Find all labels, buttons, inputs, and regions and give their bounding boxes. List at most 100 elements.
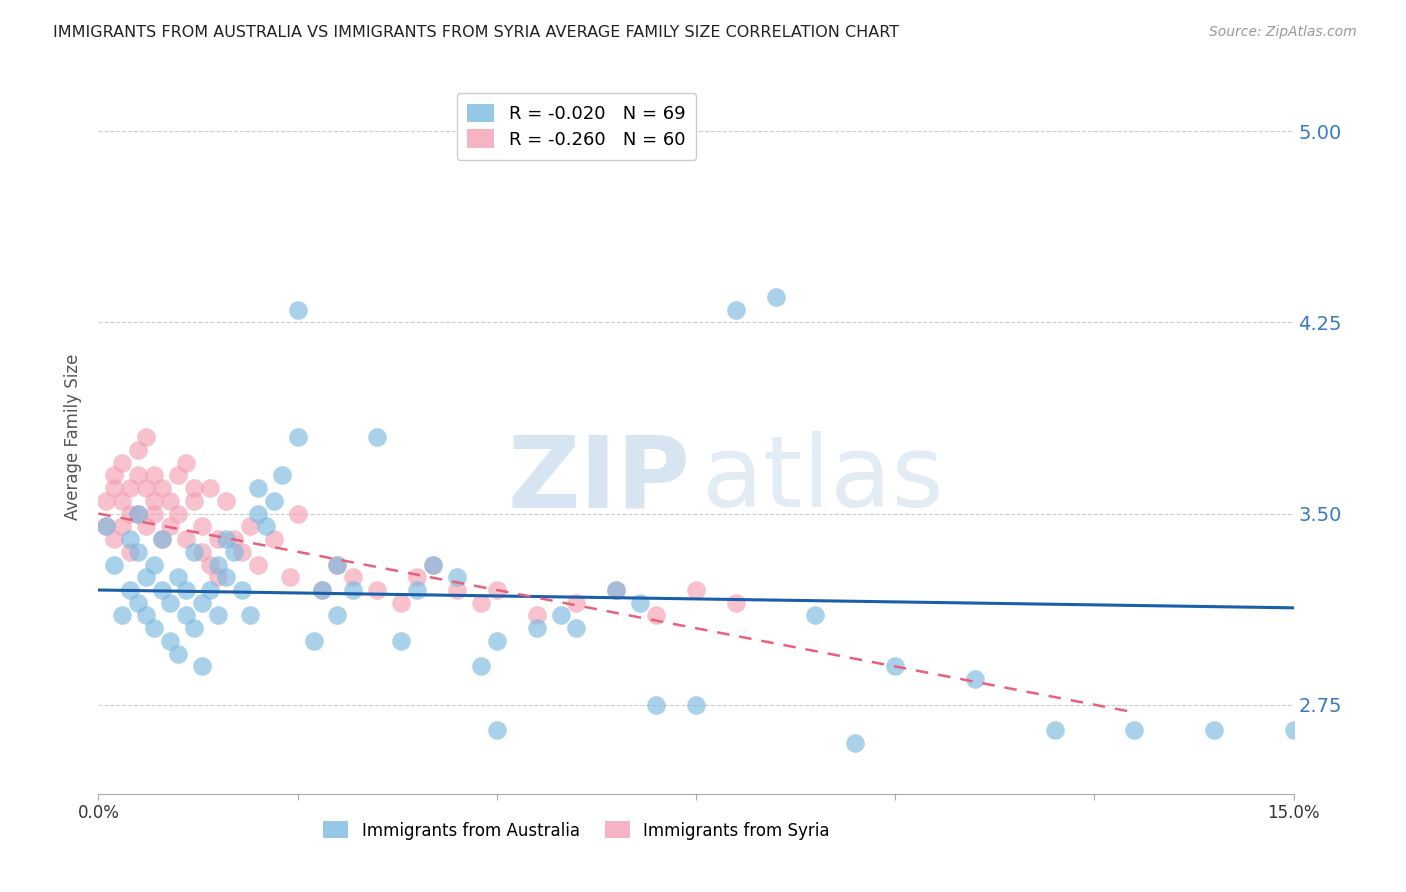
- Point: [366, 430, 388, 444]
- Point: [685, 698, 707, 712]
- Point: [342, 582, 364, 597]
- Point: [103, 481, 125, 495]
- Point: [628, 596, 651, 610]
- Point: [127, 507, 149, 521]
- Point: [311, 582, 333, 597]
- Point: [159, 493, 181, 508]
- Point: [422, 558, 444, 572]
- Point: [565, 621, 588, 635]
- Point: [254, 519, 277, 533]
- Point: [645, 698, 668, 712]
- Point: [159, 519, 181, 533]
- Point: [565, 596, 588, 610]
- Point: [231, 545, 253, 559]
- Point: [645, 608, 668, 623]
- Point: [183, 621, 205, 635]
- Point: [278, 570, 301, 584]
- Point: [526, 608, 548, 623]
- Point: [191, 659, 214, 673]
- Point: [127, 545, 149, 559]
- Point: [884, 659, 907, 673]
- Point: [366, 582, 388, 597]
- Point: [844, 736, 866, 750]
- Point: [111, 519, 134, 533]
- Point: [150, 582, 173, 597]
- Point: [135, 481, 157, 495]
- Point: [215, 532, 238, 546]
- Point: [183, 481, 205, 495]
- Point: [150, 532, 173, 546]
- Point: [207, 608, 229, 623]
- Point: [485, 582, 508, 597]
- Point: [127, 442, 149, 457]
- Point: [342, 570, 364, 584]
- Point: [198, 481, 221, 495]
- Point: [103, 558, 125, 572]
- Point: [143, 621, 166, 635]
- Point: [207, 570, 229, 584]
- Point: [326, 558, 349, 572]
- Point: [143, 558, 166, 572]
- Point: [239, 608, 262, 623]
- Point: [120, 507, 142, 521]
- Point: [222, 545, 245, 559]
- Point: [446, 582, 468, 597]
- Point: [239, 519, 262, 533]
- Point: [470, 659, 492, 673]
- Point: [389, 596, 412, 610]
- Point: [724, 596, 747, 610]
- Point: [111, 493, 134, 508]
- Point: [120, 545, 142, 559]
- Point: [287, 507, 309, 521]
- Point: [167, 647, 190, 661]
- Point: [246, 481, 269, 495]
- Point: [96, 493, 118, 508]
- Point: [526, 621, 548, 635]
- Point: [550, 608, 572, 623]
- Point: [446, 570, 468, 584]
- Point: [174, 456, 197, 470]
- Point: [103, 468, 125, 483]
- Point: [143, 507, 166, 521]
- Point: [191, 545, 214, 559]
- Point: [215, 570, 238, 584]
- Point: [485, 634, 508, 648]
- Point: [111, 608, 134, 623]
- Point: [287, 302, 309, 317]
- Point: [174, 582, 197, 597]
- Point: [167, 468, 190, 483]
- Point: [311, 582, 333, 597]
- Point: [685, 582, 707, 597]
- Point: [246, 558, 269, 572]
- Text: IMMIGRANTS FROM AUSTRALIA VS IMMIGRANTS FROM SYRIA AVERAGE FAMILY SIZE CORRELATI: IMMIGRANTS FROM AUSTRALIA VS IMMIGRANTS …: [53, 25, 900, 40]
- Point: [96, 519, 118, 533]
- Point: [127, 507, 149, 521]
- Point: [103, 532, 125, 546]
- Point: [143, 493, 166, 508]
- Point: [174, 532, 197, 546]
- Point: [143, 468, 166, 483]
- Y-axis label: Average Family Size: Average Family Size: [63, 354, 82, 520]
- Text: Source: ZipAtlas.com: Source: ZipAtlas.com: [1209, 25, 1357, 39]
- Point: [135, 519, 157, 533]
- Point: [326, 558, 349, 572]
- Point: [470, 596, 492, 610]
- Legend: Immigrants from Australia, Immigrants from Syria: Immigrants from Australia, Immigrants fr…: [316, 814, 837, 847]
- Point: [159, 596, 181, 610]
- Point: [207, 558, 229, 572]
- Point: [765, 290, 787, 304]
- Point: [302, 634, 325, 648]
- Point: [96, 519, 118, 533]
- Point: [198, 582, 221, 597]
- Point: [1123, 723, 1146, 738]
- Point: [485, 723, 508, 738]
- Point: [605, 582, 627, 597]
- Point: [120, 582, 142, 597]
- Point: [150, 481, 173, 495]
- Point: [406, 570, 429, 584]
- Point: [183, 545, 205, 559]
- Point: [120, 481, 142, 495]
- Point: [120, 532, 142, 546]
- Text: atlas: atlas: [702, 432, 943, 528]
- Point: [191, 519, 214, 533]
